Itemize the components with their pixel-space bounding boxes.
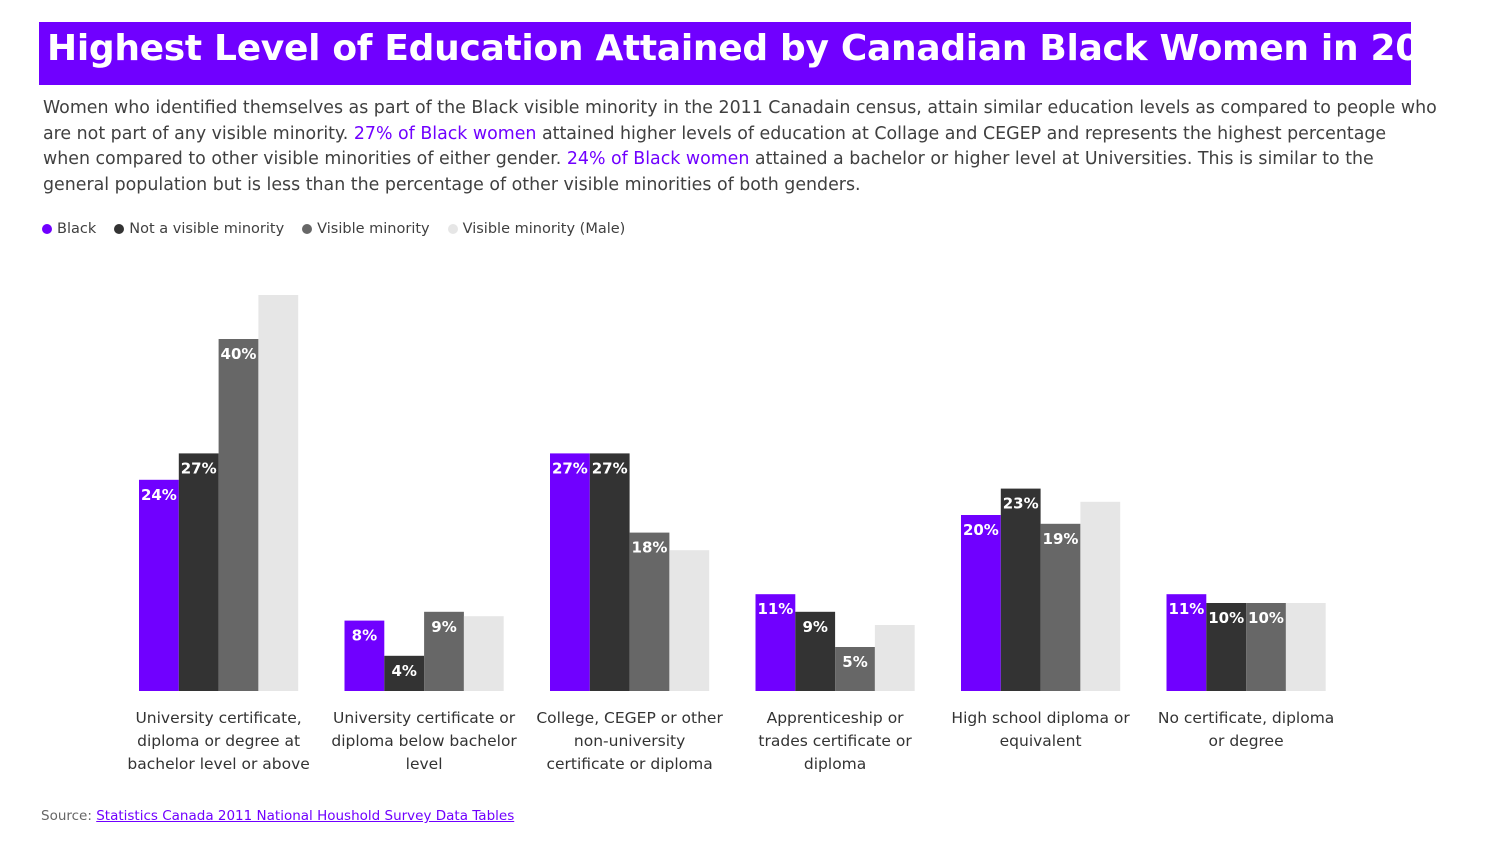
data-label: 11% xyxy=(757,600,793,618)
bar-visible-minority-male-2 xyxy=(669,550,710,691)
bar-visible-minority-male-0 xyxy=(258,295,299,691)
bar-black-4 xyxy=(961,515,1001,691)
legend-dot-icon xyxy=(447,224,458,234)
bar-visible-minority-5 xyxy=(1246,603,1286,691)
legend-label: Black xyxy=(57,221,97,237)
data-label: 27% xyxy=(181,459,217,477)
bar-visible-minority-3 xyxy=(835,647,875,691)
intro-text-3: attained a bachelor or higher level at U… xyxy=(43,149,1374,195)
category-label: College, CEGEP or other non-university cer… xyxy=(536,709,723,773)
intro-highlight-2: 24% of Black women xyxy=(566,149,750,170)
data-label: 23% xyxy=(1003,495,1039,513)
data-label: 27% xyxy=(592,459,628,477)
bar-visible-minority-male-1 xyxy=(463,616,504,691)
intro-highlight-1: 27% of Black women xyxy=(353,123,537,144)
data-label: 24% xyxy=(141,486,177,504)
data-label: 19% xyxy=(1043,530,1079,548)
data-label: 11% xyxy=(1168,600,1204,618)
legend-item: Not a visible minority xyxy=(114,221,284,237)
bar-not-a-visible-minority-1 xyxy=(384,655,425,691)
legend-dot-icon xyxy=(114,224,125,234)
data-label: 18% xyxy=(632,539,668,557)
legend-item: Black xyxy=(42,221,96,237)
category-label: University certificate, diploma or degree… xyxy=(127,709,309,773)
legend-dot-icon xyxy=(42,224,52,234)
legend-label: Not a visible minority xyxy=(129,221,285,237)
data-label: 10% xyxy=(1208,609,1244,627)
intro-text-2: attained higher levels of education at C… xyxy=(43,123,1387,170)
bar-black-1 xyxy=(344,620,385,691)
title-banner: Highest Level of Education Attained by C… xyxy=(39,22,1470,85)
source-label: Source: xyxy=(41,808,97,824)
legend-item: Visible minority (Male) xyxy=(447,221,626,237)
bar-visible-minority-male-3 xyxy=(874,625,915,691)
data-label: 20% xyxy=(963,521,999,539)
legend-label: Visible minority (Male) xyxy=(462,221,626,237)
legend-dot-icon xyxy=(302,224,313,234)
bar-black-3 xyxy=(755,594,796,691)
category-label: No certificate, diploma or degree xyxy=(1158,709,1334,750)
bar-visible-minority-male-4 xyxy=(1080,501,1121,691)
intro-paragraph: Women who identified themselves as part … xyxy=(43,96,1438,198)
source-link[interactable]: Statistics Canada 2011 National Houshold… xyxy=(96,808,515,824)
data-label: 40% xyxy=(221,345,257,363)
intro-text-1: Women who identified themselves as part … xyxy=(43,98,1437,144)
bar-black-2 xyxy=(550,453,590,691)
data-label: 27% xyxy=(552,459,588,477)
category-label: Apprenticeship or trades certificate or di… xyxy=(758,709,912,773)
page-title: Highest Level of Education Attained by C… xyxy=(47,28,1470,69)
data-label: 8% xyxy=(352,627,377,645)
bar-not-a-visible-minority-3 xyxy=(795,611,836,691)
category-label: High school diploma or equivalent xyxy=(951,709,1130,750)
legend-item: Visible minority xyxy=(302,221,430,237)
bar-visible-minority-2 xyxy=(629,532,670,691)
bar-visible-minority-1 xyxy=(424,611,464,691)
data-label: 9% xyxy=(802,618,827,636)
bar-not-a-visible-minority-5 xyxy=(1206,603,1247,691)
bar-black-0 xyxy=(139,479,179,691)
bar-not-a-visible-minority-2 xyxy=(589,453,630,691)
bar-visible-minority-4 xyxy=(1040,523,1081,691)
source-note: Source: Statistics Canada 2011 National … xyxy=(41,808,514,824)
bar-black-5 xyxy=(1166,594,1207,691)
data-label: 10% xyxy=(1248,609,1284,627)
data-label: 5% xyxy=(842,653,867,671)
bar-visible-minority-male-5 xyxy=(1285,603,1326,691)
bar-not-a-visible-minority-0 xyxy=(178,453,219,691)
chart-legend: Black Not a visible minority Visible minor… xyxy=(42,221,643,237)
category-label: University certificate or diploma below b… xyxy=(331,709,517,773)
bar-visible-minority-0 xyxy=(218,339,259,691)
data-label: 4% xyxy=(391,662,416,680)
data-label: 9% xyxy=(431,618,456,636)
bar-not-a-visible-minority-4 xyxy=(1000,488,1041,691)
legend-label: Visible minority xyxy=(317,221,430,237)
